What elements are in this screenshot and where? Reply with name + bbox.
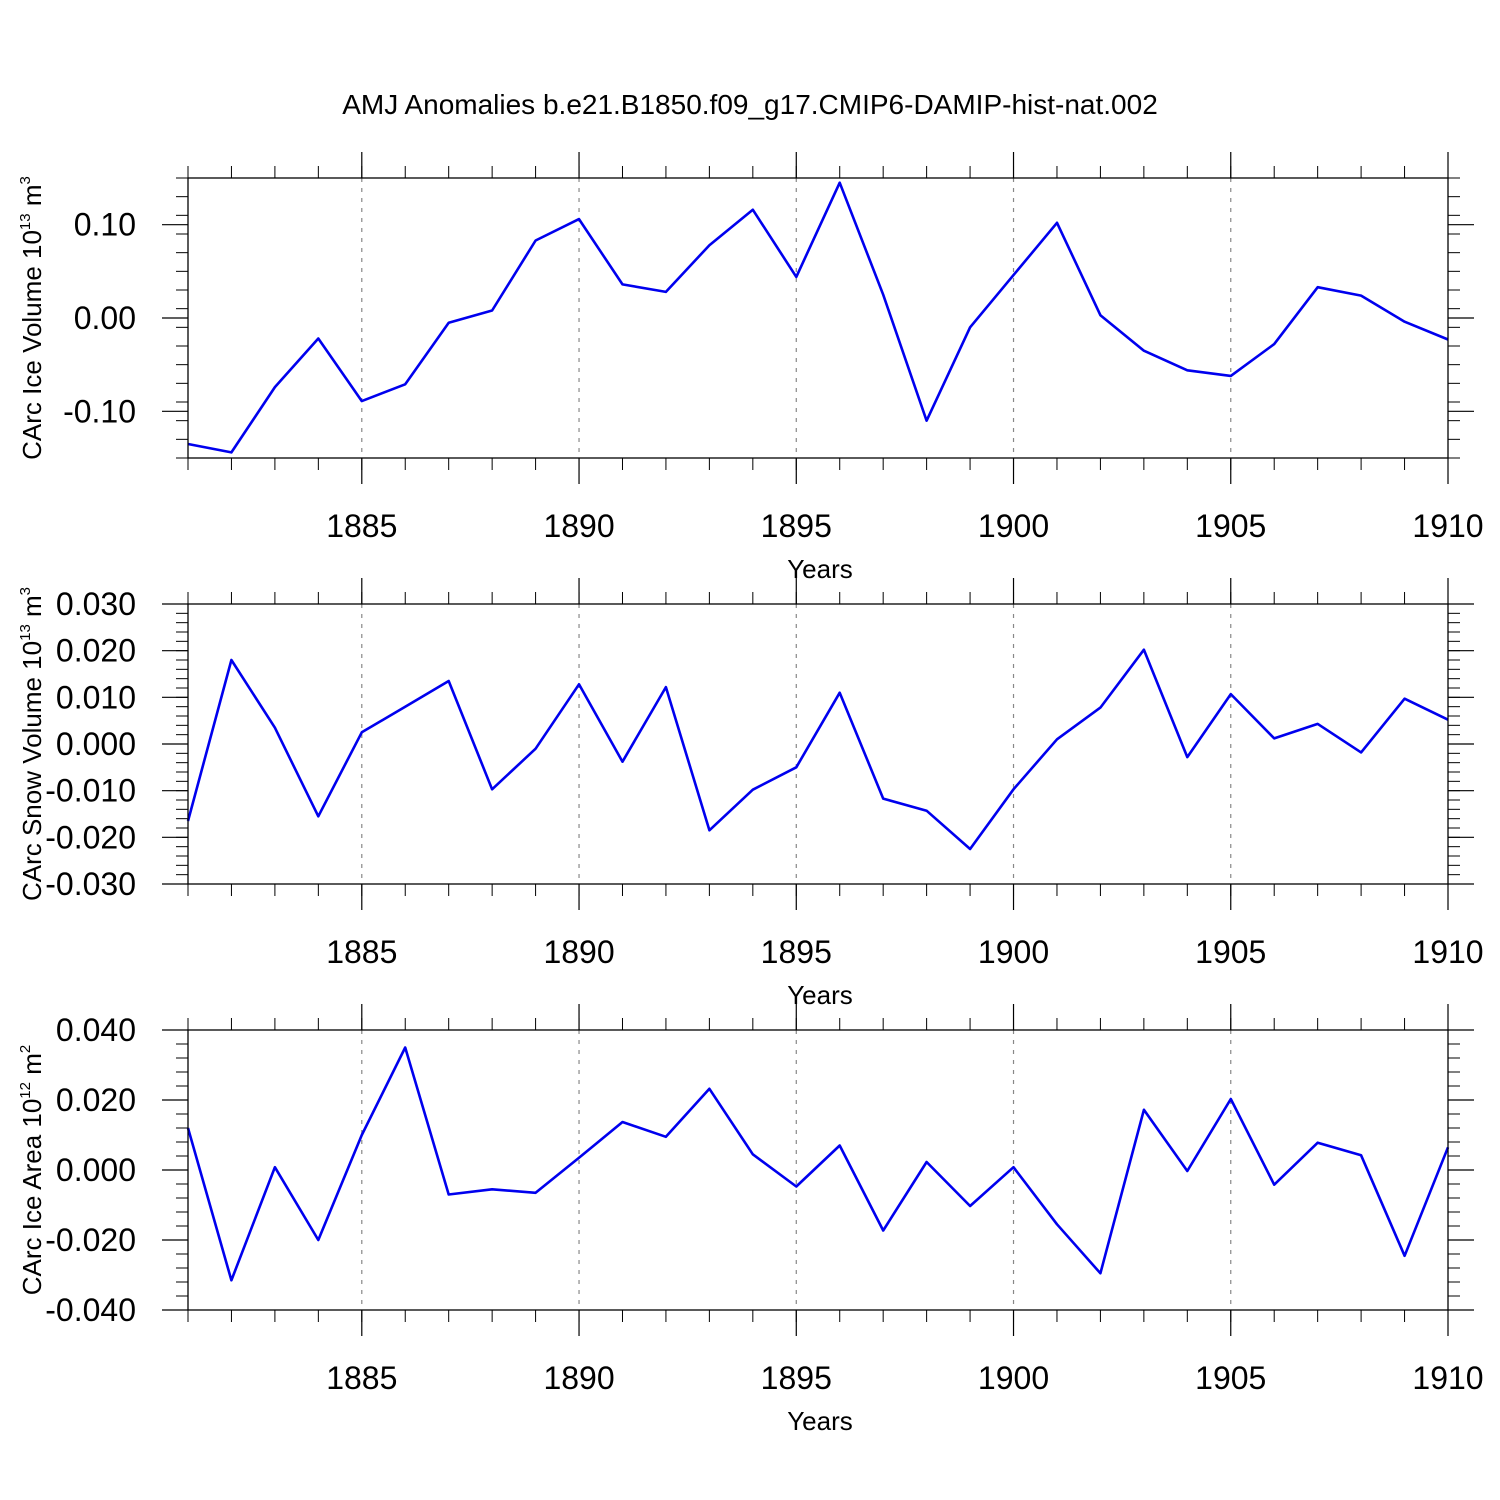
plot-frame — [187, 177, 1449, 459]
y-tick-label: 0.020 — [56, 633, 136, 669]
x-tick-label: 1885 — [326, 508, 397, 544]
panel-2: 1885 1890 1895 1900 1905 1910 -0.030 -0.020 -0.0… — [17, 578, 1484, 1010]
series-line — [187, 181, 1449, 454]
figure-title: AMJ Anomalies b.e21.B1850.f09_g17.CMIP6-… — [342, 89, 1158, 120]
panel-1: 1885 1890 1895 1900 1905 1910 -0.10 0.00 0.10 Yea… — [17, 152, 1484, 584]
plot-frame — [187, 603, 1449, 885]
x-axis-label: Years — [787, 980, 853, 1010]
x-axis-label: Years — [787, 554, 853, 584]
x-tick-label: 1885 — [326, 1360, 397, 1396]
series-line — [186, 1046, 1450, 1282]
y-tick-label: 0.000 — [56, 726, 136, 762]
series-line — [186, 648, 1449, 851]
x-tick-label: 1910 — [1412, 1360, 1483, 1396]
x-axis-label: Years — [787, 1406, 853, 1436]
y-tick-label: 0.010 — [56, 679, 136, 715]
x-tick-label: 1890 — [543, 508, 614, 544]
y-tick-label: 0.030 — [56, 586, 136, 622]
y-tick-label: -0.030 — [45, 866, 136, 902]
x-tick-label: 1895 — [761, 508, 832, 544]
y-axis-label: CArc Ice Volume 1013 m3 — [17, 176, 47, 460]
x-tick-label: 1895 — [761, 1360, 832, 1396]
y-tick-label: -0.040 — [45, 1292, 136, 1328]
y-tick-label: -0.010 — [45, 773, 136, 809]
y-axis-label: CArc Ice Area 1012 m2 — [17, 1045, 47, 1295]
panels: 1885 1890 1895 1900 1905 1910 -0.10 0.00 0.10 Yea… — [17, 152, 1484, 1436]
y-tick-label: 0.040 — [56, 1012, 136, 1048]
y-tick-label: -0.020 — [45, 1222, 136, 1258]
y-tick-label: 0.000 — [56, 1152, 136, 1188]
y-tick-label: 0.00 — [74, 300, 136, 336]
plot-frame — [187, 1029, 1449, 1311]
x-tick-label: 1890 — [543, 1360, 614, 1396]
y-axis-label: CArc Snow Volume 1013 m3 — [17, 587, 47, 901]
y-tick-label: 0.10 — [74, 207, 136, 243]
x-tick-label: 1900 — [978, 508, 1049, 544]
panel-3: 1885 1890 1895 1900 1905 1910 -0.040 -0.020 0.00… — [17, 1004, 1484, 1436]
x-tick-label: 1890 — [543, 934, 614, 970]
x-tick-label: 1895 — [761, 934, 832, 970]
x-tick-label: 1905 — [1195, 508, 1266, 544]
x-tick-label: 1900 — [978, 934, 1049, 970]
x-tick-label: 1905 — [1195, 934, 1266, 970]
x-tick-label: 1905 — [1195, 1360, 1266, 1396]
x-tick-label: 1910 — [1412, 508, 1483, 544]
y-tick-label: 0.020 — [56, 1082, 136, 1118]
x-tick-label: 1910 — [1412, 934, 1483, 970]
y-tick-label: -0.10 — [63, 393, 136, 429]
y-tick-label: -0.020 — [45, 819, 136, 855]
x-tick-label: 1900 — [978, 1360, 1049, 1396]
x-tick-label: 1885 — [326, 934, 397, 970]
